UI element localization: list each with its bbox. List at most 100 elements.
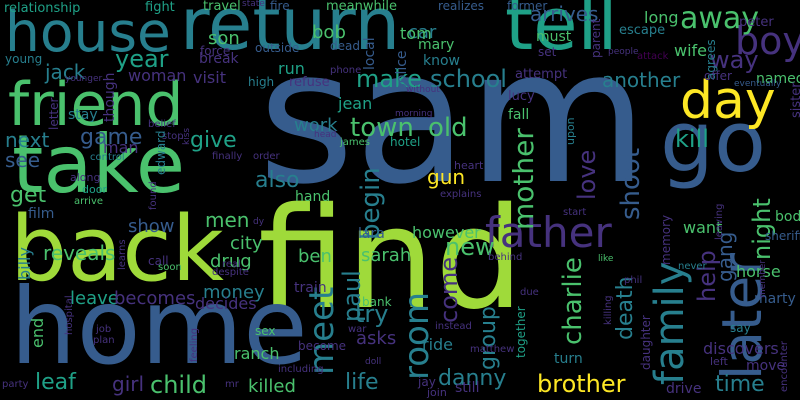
word-move: move bbox=[746, 358, 786, 374]
word-meanwhile: meanwhile bbox=[326, 0, 397, 14]
word-sheriff: sheriff bbox=[765, 229, 800, 243]
word-younger: younger bbox=[65, 74, 103, 84]
word-fire: fire bbox=[270, 0, 290, 13]
word-soon: soon bbox=[158, 262, 182, 273]
word-belief: belief bbox=[148, 119, 176, 130]
word-try: try bbox=[355, 300, 389, 328]
word-parent: parent bbox=[589, 18, 603, 58]
word-father: father bbox=[485, 208, 612, 257]
word-head: head bbox=[314, 130, 337, 140]
word-sister: sister bbox=[789, 82, 800, 118]
word-another: another bbox=[602, 68, 681, 92]
word-lucy: lucy bbox=[508, 89, 535, 104]
word-city: city bbox=[230, 233, 263, 254]
word-ranch: ranch bbox=[234, 344, 280, 363]
word-run: run bbox=[278, 59, 305, 78]
word-stop: stop bbox=[162, 131, 184, 142]
word-money: money bbox=[203, 282, 265, 303]
word-set: set bbox=[538, 45, 557, 59]
word-along: along bbox=[70, 171, 101, 184]
word-however: however bbox=[412, 223, 481, 242]
word-day: day bbox=[680, 71, 776, 131]
word-travel: travel bbox=[203, 0, 241, 14]
word-party: party bbox=[2, 379, 29, 390]
word-hotel: hotel bbox=[390, 135, 421, 149]
word-old: old bbox=[428, 113, 468, 143]
word-stay: stay bbox=[68, 107, 98, 123]
word-wife: wife bbox=[674, 41, 708, 60]
word-mother: mother bbox=[507, 128, 540, 230]
word-call: call bbox=[148, 254, 169, 268]
word-decides: decides bbox=[195, 294, 257, 313]
word-new: new bbox=[445, 233, 495, 261]
word-drug: drug bbox=[210, 251, 252, 272]
word-asks: asks bbox=[356, 328, 397, 349]
word-billy: billy bbox=[15, 247, 34, 280]
word-control: control bbox=[90, 152, 125, 163]
word-heart: heart bbox=[454, 159, 484, 172]
word-left: left bbox=[710, 355, 728, 368]
word-jay: jay bbox=[418, 375, 436, 389]
word-peter: peter bbox=[739, 15, 774, 30]
word-make: make bbox=[356, 65, 422, 93]
word-bank: bank bbox=[362, 295, 392, 309]
word-discovers: discovers bbox=[703, 339, 779, 358]
word-turn: turn bbox=[554, 351, 583, 367]
word-love: love bbox=[573, 149, 601, 200]
word-horse: horse bbox=[736, 262, 781, 281]
word-family: family bbox=[647, 261, 693, 385]
word-outside: outside bbox=[255, 41, 300, 55]
word-dy: dy bbox=[253, 217, 265, 227]
word-hospital: hospital bbox=[64, 295, 75, 335]
word-phone: phone bbox=[330, 65, 362, 76]
word-edward: edward bbox=[154, 130, 168, 175]
word-also: also bbox=[255, 168, 300, 193]
word-want: want bbox=[683, 218, 723, 237]
word-job: job bbox=[96, 324, 112, 335]
word-mr: mr bbox=[225, 379, 239, 390]
word-like: like bbox=[598, 254, 614, 264]
word-long: long bbox=[644, 8, 679, 27]
word-named: named bbox=[756, 71, 800, 87]
word-realizes: realizes bbox=[438, 0, 485, 13]
word-eventually: eventually bbox=[734, 79, 782, 89]
word-force: force bbox=[200, 44, 231, 58]
word-leave: leave bbox=[70, 288, 119, 309]
word-attack: attack bbox=[637, 51, 669, 62]
word-feeling: feeling bbox=[189, 327, 200, 362]
word-leaving: leaving bbox=[714, 203, 725, 240]
word-lara: lara bbox=[358, 226, 385, 242]
word-girl: girl bbox=[112, 372, 145, 396]
word-ride: ride bbox=[422, 335, 454, 354]
word-marty: marty bbox=[754, 291, 796, 307]
word-memory: memory bbox=[659, 214, 673, 265]
word-people: people bbox=[608, 47, 639, 57]
word-leaf: leaf bbox=[35, 370, 76, 395]
word-daughter: daughter bbox=[639, 315, 653, 370]
word-hand: hand bbox=[295, 189, 331, 205]
word-go: go bbox=[660, 93, 766, 192]
word-visit: visit bbox=[193, 68, 226, 87]
word-killing: killing bbox=[603, 295, 614, 325]
word-return: return bbox=[180, 0, 401, 66]
word-take: take bbox=[12, 118, 186, 211]
word-real: real bbox=[222, 259, 241, 270]
word-plan: plan bbox=[93, 335, 115, 346]
word-relationship: relationship bbox=[4, 1, 81, 16]
word-doll: doll bbox=[365, 357, 382, 367]
word-car: car bbox=[408, 22, 437, 43]
word-found: found bbox=[148, 181, 159, 210]
word-mary: mary bbox=[418, 37, 455, 53]
word-sam: sam bbox=[258, 9, 648, 225]
word-charlie: charlie bbox=[558, 257, 588, 345]
word-instead: instead bbox=[435, 321, 472, 332]
word-get: get bbox=[10, 183, 47, 208]
word-dead: dead bbox=[330, 39, 360, 53]
word-sarah: sarah bbox=[361, 245, 412, 266]
word-next: next bbox=[5, 128, 50, 152]
word-upon: upon bbox=[564, 117, 577, 145]
word-end: end bbox=[28, 317, 47, 348]
word-jack: jack bbox=[45, 60, 86, 84]
word-way: way bbox=[710, 46, 759, 74]
